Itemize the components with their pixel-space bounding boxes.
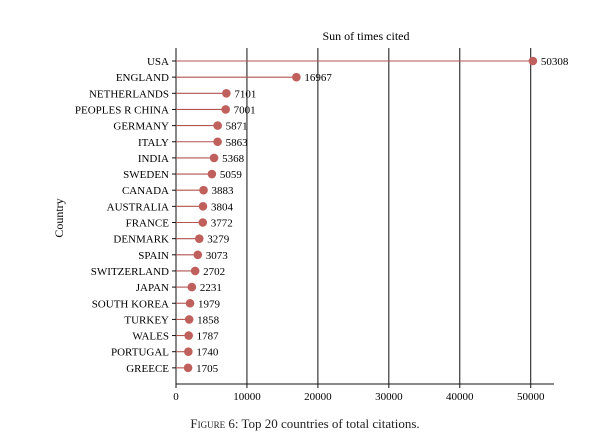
- lollipop-point: [184, 347, 193, 357]
- data-label: 3883: [212, 185, 235, 197]
- data-label: 2231: [200, 282, 222, 294]
- lollipop-point: [209, 153, 219, 163]
- data-label: 1705: [196, 363, 219, 375]
- lollipop-point: [199, 185, 208, 195]
- category-label: INDIA: [138, 153, 169, 165]
- x-tick-label: 20000: [304, 391, 332, 403]
- data-label: 5863: [226, 137, 249, 149]
- category-label: GERMANY: [113, 121, 169, 133]
- data-label: 2702: [203, 266, 225, 278]
- category-label: AUSTRALIA: [107, 201, 169, 213]
- category-label: SPAIN: [138, 250, 169, 262]
- lollipop-point: [221, 105, 230, 114]
- lollipop-point: [292, 72, 301, 82]
- data-label: 3772: [211, 218, 233, 230]
- data-label: 7101: [234, 88, 256, 100]
- lollipop-point: [198, 202, 208, 211]
- data-label: 1979: [198, 298, 221, 310]
- category-label: NETHERLANDS: [89, 88, 169, 100]
- category-label: SOUTH KOREA: [92, 298, 169, 310]
- lollipop-point: [184, 331, 193, 340]
- category-label: CANADA: [122, 185, 169, 197]
- category-label: DENMARK: [113, 234, 169, 246]
- lollipop-chart: Sun of times cited Country 0 10000 20000 30…: [52, 29, 569, 403]
- x-tick-label: 50000: [517, 391, 545, 403]
- category-label: WALES: [132, 331, 169, 343]
- data-label: 5059: [220, 169, 243, 181]
- figure-label: Figure 6:: [190, 416, 239, 431]
- lollipop-point: [213, 137, 222, 147]
- data-label: 5368: [222, 153, 245, 165]
- category-label: PEOPLES R CHINA: [75, 104, 169, 116]
- data-label: 3804: [211, 201, 234, 213]
- lollipop-point: [528, 56, 538, 66]
- data-label: 7001: [234, 104, 256, 116]
- lollipop-point: [207, 169, 217, 179]
- data-label: 1787: [197, 331, 220, 343]
- data-label: 3279: [207, 234, 230, 246]
- category-label: SWEDEN: [123, 169, 169, 181]
- data-label: 16967: [304, 72, 332, 84]
- figure-caption: Figure 6: Top 20 countries of total cita…: [0, 416, 610, 432]
- lollipop-point: [213, 121, 222, 130]
- category-label: TURKEY: [124, 314, 169, 326]
- lollipop-point: [184, 315, 194, 324]
- lollipop-point: [190, 266, 200, 276]
- chart-title: Sun of times cited: [323, 29, 410, 43]
- category-label: FRANCE: [126, 218, 170, 230]
- data-label: 3073: [206, 250, 229, 262]
- x-tick-label: 40000: [446, 391, 474, 403]
- category-label: SWITZERLAND: [91, 266, 169, 278]
- data-label: 5871: [226, 121, 248, 133]
- lollipop-point: [183, 363, 193, 373]
- category-label: ITALY: [138, 137, 169, 149]
- x-tick-label: 0: [173, 391, 179, 403]
- lollipop-point: [185, 298, 195, 308]
- y-axis-label: Country: [52, 198, 66, 237]
- lollipop-point: [194, 234, 204, 243]
- category-label: JAPAN: [136, 282, 169, 294]
- category-label: PORTUGAL: [111, 347, 169, 359]
- data-label: 1858: [197, 314, 220, 326]
- data-label: 1740: [196, 347, 219, 359]
- gridlines: [246, 48, 532, 384]
- category-label: ENGLAND: [116, 72, 169, 84]
- data-marks: 50308 16967 7101 7001 5871 5863 5368 5059 3883 38…: [176, 56, 569, 375]
- lollipop-point: [187, 282, 197, 292]
- category-label: GREECE: [126, 363, 169, 375]
- lollipop-point: [222, 89, 231, 98]
- lollipop-point: [198, 218, 208, 227]
- figure-caption-text: Top 20 countries of total citations.: [241, 416, 420, 431]
- category-label: USA: [147, 56, 169, 68]
- x-tick-label: 10000: [233, 391, 261, 403]
- x-tick-label: 30000: [375, 391, 403, 403]
- data-label: 50308: [541, 56, 569, 68]
- lollipop-point: [193, 250, 203, 260]
- axes: 0 10000 20000 30000 40000 50000 USA ENGLAND NETH…: [75, 48, 554, 403]
